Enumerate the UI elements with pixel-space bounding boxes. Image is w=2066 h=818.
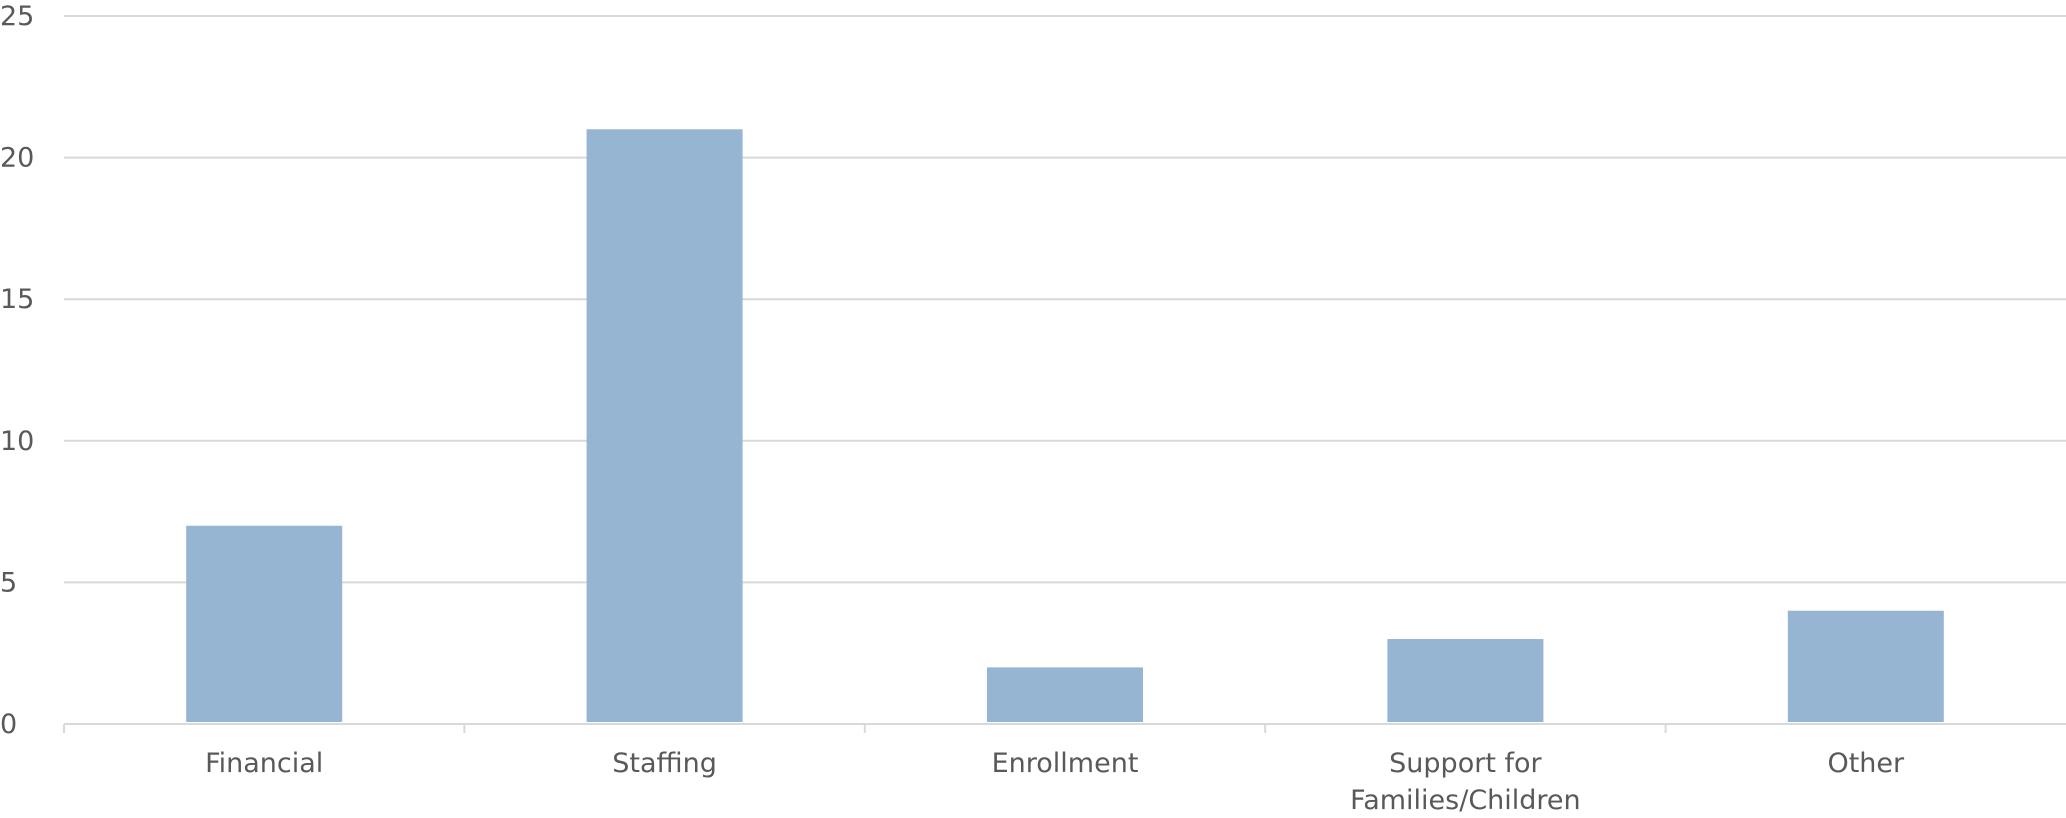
y-tick-label: 20 (0, 143, 34, 174)
y-tick-label: 0 (0, 709, 17, 740)
x-category-label: Families/Children (1350, 785, 1581, 816)
x-axis-labels: Financial Staffing Enrollment Support for Fa… (205, 748, 1905, 816)
bar-other (1787, 610, 1944, 722)
x-category-label: Enrollment (992, 748, 1139, 779)
bar-enrollment (987, 667, 1143, 722)
bars (186, 129, 1944, 722)
x-category-label: Support for (1389, 748, 1542, 779)
bar-staffing (586, 129, 743, 722)
x-category-label: Other (1827, 748, 1905, 779)
y-tick-label: 10 (0, 426, 34, 457)
y-axis-ticks: 0 5 10 15 20 25 (0, 1, 34, 740)
y-tick-label: 5 (0, 567, 17, 598)
y-tick-label: 25 (0, 1, 34, 32)
x-category-label: Financial (205, 748, 323, 779)
x-category-label: Staffing (612, 748, 717, 779)
bar-support-for-families-children (1387, 639, 1544, 722)
bar-financial (186, 525, 343, 722)
y-tick-label: 15 (0, 284, 34, 315)
x-axis (63, 723, 2066, 733)
gridlines (64, 15, 2066, 584)
